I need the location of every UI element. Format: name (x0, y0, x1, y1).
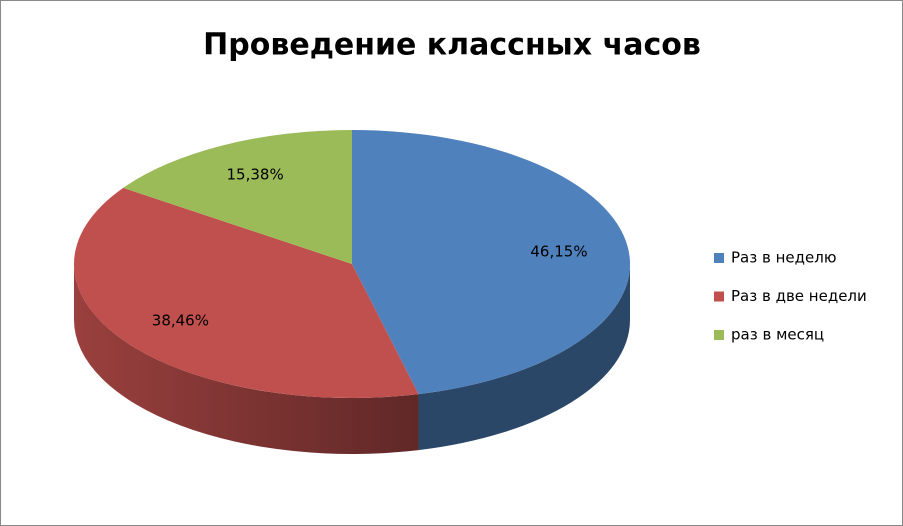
slice (352, 130, 630, 395)
slice (123, 130, 352, 264)
chart-title: Проведение классных часов (203, 28, 701, 63)
legend-swatch (714, 330, 724, 340)
legend-label: Раз в неделю (731, 249, 836, 267)
slice (74, 187, 419, 398)
legend: Раз в неделю Раз в две недели раз в месяц (714, 249, 867, 344)
slice-side (418, 264, 630, 451)
slice-side (74, 264, 419, 454)
legend-label: Раз в две недели (731, 287, 867, 305)
legend-swatch (714, 253, 724, 263)
data-label: 46,15% (530, 242, 587, 260)
legend-swatch (714, 291, 724, 302)
pie: 46,15% 38,46% 15,38% (74, 130, 630, 454)
data-label: 38,46% (152, 312, 209, 330)
legend-label: раз в месяц (731, 326, 824, 344)
data-label: 15,38% (227, 166, 284, 184)
